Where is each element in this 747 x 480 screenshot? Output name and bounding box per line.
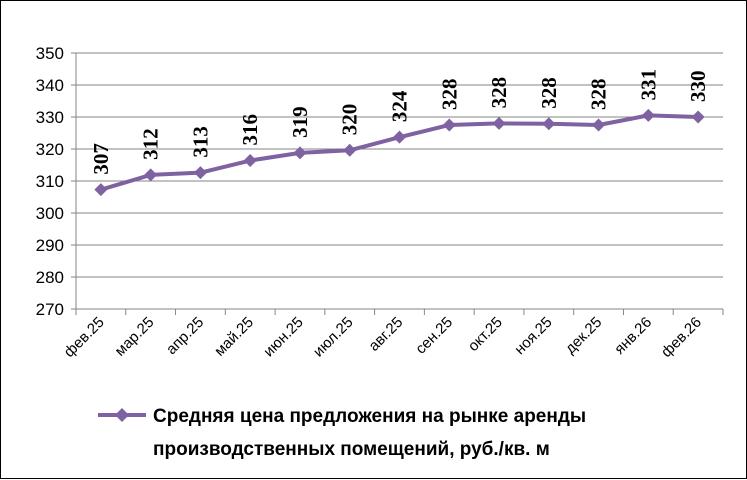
gridlines (76, 52, 723, 278)
data-point-7 (442, 118, 456, 132)
data-label-3: 316 (238, 114, 262, 146)
y-tick-labels: 270 280 290 300 310 320 330 340 350 (36, 44, 64, 319)
axes (71, 52, 724, 315)
x-tick-label-6: авг.25 (365, 314, 406, 355)
legend-label-line-1: Средняя цена предложения на рынке аренды (153, 406, 586, 427)
x-tick-label-3: май.25 (211, 314, 257, 360)
y-tick-label-300: 300 (36, 204, 64, 223)
x-tick-label-4: июн.25 (260, 314, 307, 361)
series (94, 108, 705, 197)
x-tick-label-8: окт.25 (465, 314, 506, 355)
data-label-7: 328 (437, 79, 461, 111)
data-point-3 (243, 154, 257, 168)
data-point-2 (193, 166, 207, 180)
y-tick-label-270: 270 (36, 300, 64, 319)
legend: Средняя цена предложения на рынке аренды… (98, 406, 586, 460)
data-label-5: 320 (338, 104, 362, 136)
x-tick-label-0: фев.25 (61, 314, 108, 361)
data-label-10: 328 (587, 79, 611, 111)
data-label-1: 312 (139, 128, 163, 160)
legend-label-line-2: производственных помещений, руб./кв. м (153, 439, 550, 460)
y-tick-label-350: 350 (36, 44, 64, 63)
data-point-10 (592, 118, 606, 132)
data-point-4 (293, 146, 307, 160)
x-tick-label-5: июл.25 (310, 314, 357, 361)
data-label-0: 307 (89, 143, 113, 175)
x-tick-label-2: апр.25 (163, 314, 207, 358)
y-tick-label-340: 340 (36, 76, 64, 95)
x-tick-label-7: сен.25 (412, 314, 456, 358)
y-tick-label-310: 310 (36, 172, 64, 191)
data-point-8 (492, 116, 506, 130)
data-point-11 (641, 108, 655, 122)
data-label-4: 319 (288, 106, 312, 138)
data-point-1 (144, 168, 158, 182)
data-label-9: 328 (537, 77, 561, 109)
x-tick-labels: фев.25 мар.25 апр.25 май.25 июн.25 июл.25 авг.… (61, 314, 705, 361)
data-label-11: 331 (636, 69, 660, 101)
x-tick-label-10: дек.25 (562, 314, 605, 357)
data-point-0 (94, 183, 108, 197)
x-tick-label-11: янв.26 (611, 314, 655, 358)
y-tick-label-280: 280 (36, 268, 64, 287)
legend-marker-swatch (115, 408, 129, 422)
data-point-9 (542, 117, 556, 131)
x-tick-label-9: ноя.25 (511, 314, 555, 358)
y-tick-label-320: 320 (36, 140, 64, 159)
data-labels: 307 312 313 316 319 320 324 328 328 328 328 331 330 (89, 69, 710, 175)
y-tick-label-290: 290 (36, 236, 64, 255)
data-label-2: 313 (188, 126, 212, 158)
data-point-6 (393, 130, 406, 144)
data-label-12: 330 (686, 71, 710, 103)
data-point-5 (343, 143, 357, 157)
data-label-6: 324 (388, 90, 412, 122)
x-tick-label-1: мар.25 (112, 314, 158, 360)
y-tick-label-330: 330 (36, 108, 64, 127)
data-point-12 (691, 110, 705, 124)
data-label-8: 328 (487, 77, 511, 109)
x-tick-label-12: фев.26 (658, 314, 705, 361)
